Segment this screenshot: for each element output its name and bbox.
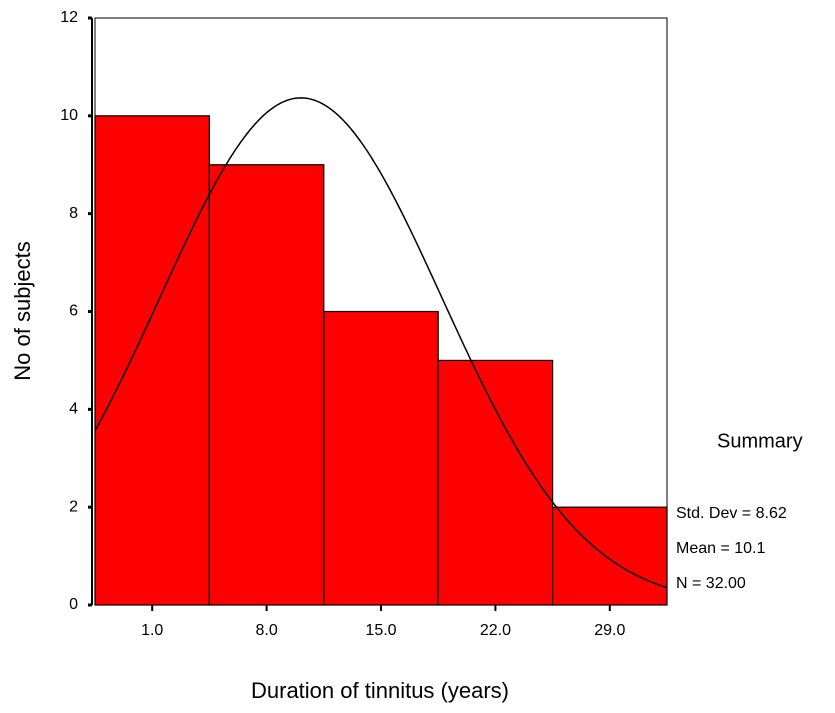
- y-tick-label: 4: [69, 401, 78, 418]
- bar: [323, 310, 439, 606]
- x-tick-label: 8.0: [255, 622, 277, 639]
- summary-item: N = 32.00: [676, 575, 746, 592]
- bar: [437, 359, 554, 606]
- y-tick-label: 10: [60, 107, 78, 124]
- bar: [551, 506, 668, 606]
- x-tick-label: 1.0: [141, 622, 163, 639]
- y-tick-label: 6: [69, 303, 78, 320]
- y-tick-label: 2: [69, 498, 78, 515]
- bar: [208, 164, 325, 606]
- x-tick-label: 29.0: [594, 622, 625, 639]
- x-tick-label: 15.0: [365, 622, 396, 639]
- x-axis-label: Duration of tinnitus (years): [251, 678, 509, 703]
- normal-curve: [94, 97, 668, 589]
- x-tick-label: 22.0: [480, 622, 511, 639]
- summary-item: Std. Dev = 8.62: [676, 505, 787, 522]
- y-tick-label: 12: [60, 9, 78, 26]
- y-tick-label: 8: [69, 205, 78, 222]
- y-tick-label: 0: [69, 596, 78, 613]
- summary-item: Mean = 10.1: [676, 540, 766, 557]
- summary-title: Summary: [717, 430, 803, 452]
- y-axis-label: No of subjects: [10, 241, 35, 380]
- bar: [94, 115, 211, 606]
